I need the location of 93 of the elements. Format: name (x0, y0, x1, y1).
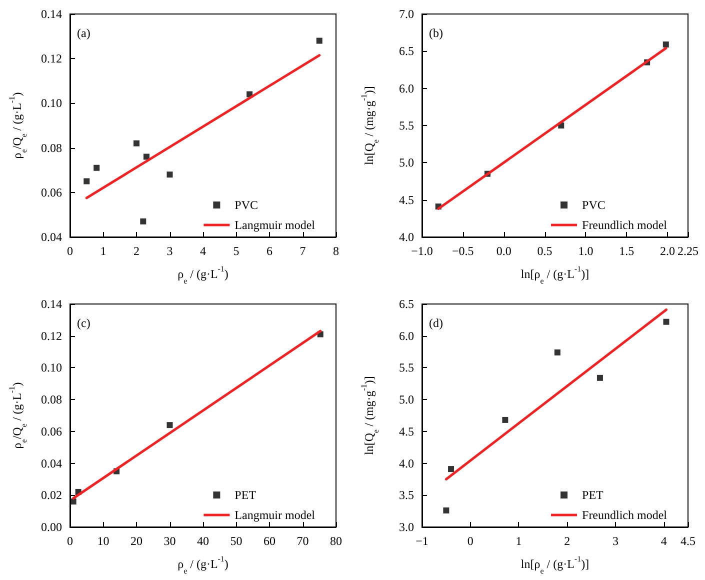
y-axis-title: ρe/Qe / (g·L-1) (8, 382, 28, 449)
point (94, 164, 100, 171)
x-tick-label: 2 (134, 244, 140, 258)
point (663, 318, 670, 325)
y-tick-label: 0.12 (41, 328, 62, 343)
y-tick-label: 0.00 (41, 520, 62, 534)
x-tick-label: 0 (467, 534, 474, 548)
x-tick-label: 5 (233, 244, 240, 258)
x-tick-label: 3 (166, 244, 173, 258)
x-tick-label: 30 (164, 534, 176, 548)
x-tick-label: 3 (612, 534, 618, 548)
y-axis-title: ln[Qe / (mg·g-1)] (360, 376, 380, 455)
y-tick-label: 7.0 (399, 7, 414, 21)
x-tick-label: −0.5 (452, 244, 474, 258)
y-tick-label: 5.5 (399, 360, 414, 375)
point (596, 374, 603, 381)
x-tick-label: 50 (230, 534, 242, 548)
x-tick-label: 7 (300, 244, 306, 258)
point (443, 507, 450, 514)
y-tick-label: 6.0 (399, 328, 414, 343)
y-tick-label: 3.0 (399, 520, 414, 534)
y-tick-label: 0.06 (41, 424, 62, 438)
x-tick-label: −1.0 (411, 244, 433, 258)
y-tick-label: 6.5 (399, 297, 414, 311)
x-tick-label: 2.25 (678, 244, 698, 258)
legend-label: Freundlich model (582, 508, 668, 522)
y-tick-label: 0.10 (41, 96, 62, 110)
point (166, 422, 173, 428)
point (140, 218, 146, 224)
point (502, 416, 508, 423)
y-tick-label: 5.0 (399, 156, 414, 170)
x-tick-label: 4 (200, 244, 206, 258)
x-tick-label: 80 (330, 534, 342, 548)
legend-label: PET (582, 488, 604, 502)
x-tick-label: 1.0 (578, 244, 594, 258)
text: (c) (77, 316, 90, 330)
x-tick-label: 8 (333, 244, 339, 258)
y-tick-label: 6.5 (399, 44, 414, 58)
point (84, 178, 90, 184)
y-tick-label: 0.12 (41, 52, 62, 66)
y-axis-title: ln[Qe / (mg·g-1)] (360, 86, 380, 165)
x-tick-label: 4 (660, 534, 667, 548)
point (134, 140, 140, 146)
x-tick-label: 2.0 (660, 244, 676, 258)
x-tick-label: −1 (416, 534, 428, 548)
y-tick-label: 0.14 (41, 7, 62, 21)
legend-label: Langmuir model (234, 218, 316, 232)
y-tick-label: 0.06 (41, 185, 62, 200)
y-tick-label: 4.5 (399, 192, 414, 207)
point (143, 154, 150, 160)
y-tick-label: 0.04 (41, 456, 62, 470)
x-tick-label: 6 (266, 244, 272, 258)
y-axis-title: ρe/Qe / (g·L-1) (8, 92, 28, 159)
text: (d) (429, 316, 443, 330)
x-tick-label: 0.0 (496, 244, 512, 258)
point (316, 38, 322, 44)
legend-label: PVC (234, 198, 258, 212)
y-tick-label: 0.14 (41, 297, 62, 311)
x-tick-label: 0 (67, 534, 73, 548)
legend-label: Langmuir model (234, 508, 316, 522)
x-tick-label: 4.5 (680, 534, 696, 548)
legend-label: PVC (582, 198, 606, 212)
y-tick-label: 4.0 (399, 456, 414, 470)
x-tick-label: 70 (296, 534, 309, 548)
x-tick-label: 0.5 (537, 244, 552, 258)
y-tick-label: 6.0 (399, 81, 414, 96)
y-tick-label: 0.10 (41, 360, 62, 375)
y-tick-label: 4.0 (399, 230, 414, 244)
x-tick-label: 40 (197, 534, 209, 548)
x-tick-label: 60 (264, 534, 276, 548)
point (166, 172, 173, 178)
x-tick-label: 1 (100, 244, 106, 258)
x-tick-label: 20 (130, 534, 142, 548)
x-tick-label: 10 (97, 534, 110, 548)
text: (a) (77, 26, 90, 40)
legend-label: Freundlich model (582, 218, 668, 232)
y-tick-label: 5.5 (399, 118, 414, 132)
y-tick-label: 3.5 (399, 488, 414, 502)
x-tick-label: 1.5 (619, 244, 634, 258)
legend-label: PET (234, 488, 257, 502)
text: (b) (429, 26, 443, 40)
point (448, 466, 454, 472)
y-tick-label: 0.04 (41, 230, 62, 244)
y-tick-label: 0.02 (41, 488, 62, 502)
y-tick-label: 0.08 (41, 140, 62, 155)
y-tick-label: 4.5 (399, 424, 414, 438)
y-tick-label: 5.0 (399, 392, 414, 407)
y-tick-label: 0.08 (41, 392, 62, 407)
x-tick-label: 2 (564, 534, 570, 548)
x-tick-label: 0 (67, 244, 73, 258)
point (554, 349, 560, 356)
point (662, 41, 669, 48)
x-tick-label: 1 (516, 534, 522, 548)
